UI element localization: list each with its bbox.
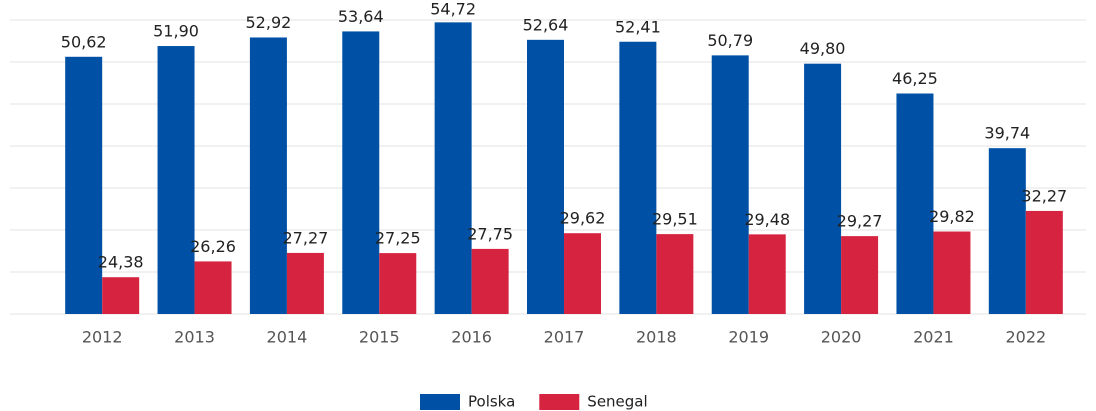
bar [656,234,694,314]
x-tick-label: 2016 [451,328,492,347]
value-label: 52,41 [615,17,661,36]
legend-swatch [539,394,580,410]
value-label: 54,72 [430,0,476,19]
bar [933,231,971,314]
value-label: 39,74 [984,124,1030,143]
value-label: 27,25 [375,229,421,248]
bar [841,236,879,314]
bar [65,56,103,315]
bar [564,233,601,314]
value-label: 29,62 [560,209,606,228]
value-label: 26,26 [190,237,236,256]
bar [194,261,232,314]
value-label: 49,80 [800,39,846,58]
legend-label: Senegal [587,393,647,411]
value-label: 24,38 [98,253,144,272]
value-label: 29,82 [929,207,975,226]
value-label: 53,64 [338,7,384,26]
x-tick-label: 2018 [636,328,677,347]
bar [804,63,842,315]
value-label: 29,51 [652,210,698,229]
x-tick-label: 2017 [544,328,585,347]
bar [527,39,564,314]
x-tick-label: 2015 [359,328,400,347]
x-tick-label: 2012 [82,328,123,347]
value-label: 29,48 [744,210,790,229]
value-label: 29,27 [837,212,883,231]
value-label: 27,75 [467,224,513,243]
value-label: 51,90 [153,22,199,41]
value-label: 32,27 [1021,186,1067,205]
value-label: 52,64 [523,15,569,34]
bar [249,37,287,315]
x-tick-label: 2014 [267,328,308,347]
bar [434,22,472,315]
x-tick-label: 2022 [1005,328,1046,347]
bar [471,248,509,314]
bar [342,31,380,314]
bar [157,46,195,314]
bar [102,277,140,314]
value-label: 50,62 [61,32,107,51]
x-tick-label: 2019 [728,328,769,347]
bar [379,253,417,314]
x-tick-label: 2013 [174,328,215,347]
legend-swatch [420,394,460,410]
bar [286,252,324,314]
bar [896,93,934,314]
x-tick-label: 2020 [821,328,862,347]
bar [748,234,786,314]
bar [619,41,657,314]
bar [711,55,749,314]
x-tick-label: 2021 [913,328,954,347]
value-label: 27,27 [283,228,329,247]
bar [1025,210,1063,314]
value-label: 46,25 [892,69,938,88]
bar [988,148,1026,314]
legend-label: Polska [468,393,515,411]
value-label: 52,92 [246,13,292,32]
value-label: 50,79 [707,31,753,50]
